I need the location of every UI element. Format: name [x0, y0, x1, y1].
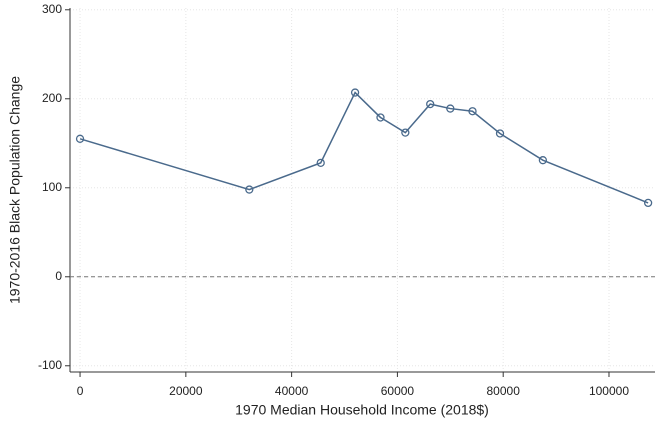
- y-axis-title: 1970-2016 Black Population Change: [7, 76, 23, 304]
- x-tick-label: 0: [77, 384, 84, 398]
- marker: [316, 158, 325, 168]
- marker: [446, 104, 455, 113]
- marker: [401, 128, 410, 137]
- line: [79, 91, 649, 204]
- marker: [245, 185, 254, 194]
- x-tick-label: 40000: [275, 384, 309, 398]
- x-tick-label: 20000: [169, 384, 203, 398]
- x-tick-label: 80000: [487, 384, 521, 398]
- marker: [75, 134, 85, 143]
- marker: [538, 156, 548, 165]
- y-tick-label: -100: [38, 358, 62, 372]
- marker: [468, 107, 477, 116]
- y-tick-label: 300: [42, 2, 62, 16]
- x-tick-label: 100000: [589, 384, 629, 398]
- x-axis-title: 1970 Median Household Income (2018$): [235, 402, 489, 418]
- marker: [350, 88, 360, 97]
- marker: [376, 113, 385, 122]
- x-tick-label: 60000: [381, 384, 415, 398]
- y-tick-label: 200: [42, 91, 62, 105]
- marker: [643, 198, 653, 208]
- y-tick-label: 0: [55, 269, 62, 283]
- marker: [426, 99, 435, 109]
- marker: [495, 129, 505, 138]
- y-tick-label: 100: [42, 180, 62, 194]
